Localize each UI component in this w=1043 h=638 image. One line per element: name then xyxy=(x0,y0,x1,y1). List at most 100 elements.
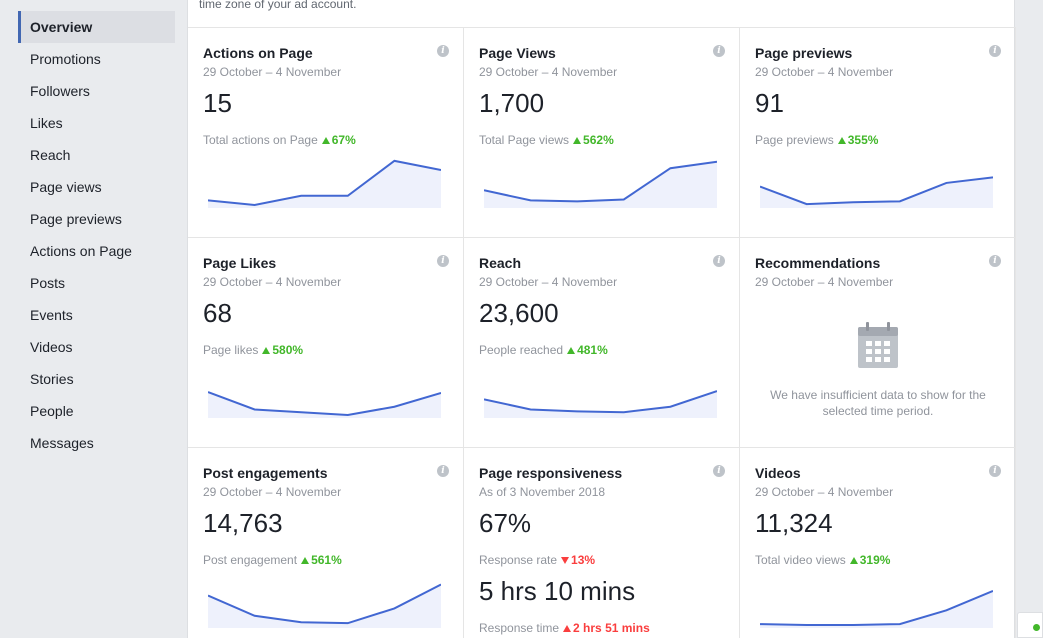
card-title: Page previews xyxy=(755,45,853,61)
no-data-message: We have insufficient data to show for th… xyxy=(770,388,986,418)
change-percent: 562% xyxy=(583,133,614,147)
card-title: Page Likes xyxy=(203,255,277,271)
metric-label: Page previews xyxy=(755,133,834,147)
card-recommendations[interactable]: Recommendations 29 October – 4 November … xyxy=(740,237,1016,447)
sidebar-item-videos[interactable]: Videos xyxy=(30,339,73,355)
sparkline-chart xyxy=(760,176,993,208)
info-icon[interactable]: i xyxy=(437,465,449,477)
metric-label: People reached xyxy=(479,343,564,357)
sidebar-item-actions-on-page[interactable]: Actions on Page xyxy=(30,243,132,259)
metric-label: Page likes xyxy=(203,343,259,357)
change-percent: 67% xyxy=(331,133,356,147)
sidebar-item-posts[interactable]: Posts xyxy=(30,275,66,291)
card-subtext: Post engagement 561% xyxy=(203,553,342,567)
change-percent: 481% xyxy=(577,343,608,357)
info-icon[interactable]: i xyxy=(989,45,1001,57)
card-page-previews[interactable]: Page previews 29 October – 4 November i … xyxy=(740,27,1016,237)
card-date: 29 October – 4 November xyxy=(203,485,342,499)
card-value: 68 xyxy=(203,298,232,328)
info-icon[interactable]: i xyxy=(713,255,725,267)
card-actions-on-page[interactable]: Actions on Page 29 October – 4 November … xyxy=(188,27,464,237)
up-arrow-icon xyxy=(321,137,330,144)
up-arrow-icon xyxy=(837,137,846,144)
card-date: 29 October – 4 November xyxy=(203,275,342,289)
sparkline-line xyxy=(484,160,717,203)
sparkline-chart xyxy=(484,390,717,418)
card-value: 11,324 xyxy=(755,508,833,538)
metric-label: Total actions on Page xyxy=(203,133,318,147)
card-reach[interactable]: Reach 29 October – 4 November i 23,600 P… xyxy=(464,237,740,447)
card-subtext: Response rate 13% xyxy=(479,553,595,567)
sidebar-item-page-previews[interactable]: Page previews xyxy=(30,211,122,227)
up-arrow-icon xyxy=(563,625,572,632)
card-date: 29 October – 4 November xyxy=(755,65,894,79)
sparkline-chart xyxy=(208,159,441,208)
card-subtext-2: Response time 2 hrs 51 mins xyxy=(479,621,650,635)
change-percent: 580% xyxy=(272,343,304,357)
sidebar-item-people[interactable]: People xyxy=(30,403,74,419)
change-percent: 319% xyxy=(859,553,891,567)
info-icon[interactable]: i xyxy=(989,255,1001,267)
card-value: 91 xyxy=(755,88,784,118)
sidebar-item-overview[interactable]: Overview xyxy=(18,11,175,43)
sidebar-item-reach[interactable]: Reach xyxy=(30,147,71,163)
card-page-responsiveness[interactable]: Page responsiveness As of 3 November 201… xyxy=(464,447,740,638)
sparkline-chart xyxy=(760,590,993,628)
change-value: 2 hrs 51 mins xyxy=(573,621,650,635)
card-subtext: Total Page views 562% xyxy=(479,133,614,147)
info-icon[interactable]: i xyxy=(713,45,725,57)
card-subtext: Total actions on Page 67% xyxy=(203,133,356,147)
sidebar-item-stories[interactable]: Stories xyxy=(30,371,74,387)
change-percent: 13% xyxy=(571,553,596,567)
metric-label: Response time xyxy=(479,621,560,635)
up-arrow-icon xyxy=(301,557,310,564)
sparkline-area xyxy=(208,160,441,208)
sparkline-line xyxy=(208,391,441,417)
sparkline-area xyxy=(760,590,993,628)
sparkline-line xyxy=(208,583,441,625)
up-arrow-icon xyxy=(849,557,858,564)
calendar-icon xyxy=(858,322,898,368)
sidebar-nav: Overview Promotions Followers Likes Reac… xyxy=(0,0,187,638)
card-subtext: People reached 481% xyxy=(479,343,608,357)
online-status-icon xyxy=(1033,624,1040,631)
info-icon[interactable]: i xyxy=(989,465,1001,477)
sparkline-area xyxy=(208,392,441,418)
card-videos[interactable]: Videos 29 October – 4 November i 11,324 … xyxy=(740,447,1016,638)
info-icon[interactable]: i xyxy=(713,465,725,477)
chat-status-box[interactable] xyxy=(1017,612,1043,638)
sidebar-item-promotions[interactable]: Promotions xyxy=(30,51,101,67)
sparkline-area xyxy=(208,584,441,628)
card-value: 14,763 xyxy=(203,508,283,538)
card-date: 29 October – 4 November xyxy=(203,65,342,79)
timezone-note: time zone of your ad account. xyxy=(199,0,357,11)
card-title: Page responsiveness xyxy=(479,465,623,481)
overview-panel: time zone of your ad account. Actions on… xyxy=(187,0,1016,638)
sidebar-item-page-views[interactable]: Page views xyxy=(30,179,102,195)
card-title: Reach xyxy=(479,255,522,271)
metric-label: Total Page views xyxy=(479,133,570,147)
card-page-views[interactable]: Page Views 29 October – 4 November i 1,7… xyxy=(464,27,740,237)
card-page-likes[interactable]: Page Likes 29 October – 4 November i 68 … xyxy=(188,237,464,447)
sparkline-chart xyxy=(484,160,717,208)
card-post-engagements[interactable]: Post engagements 29 October – 4 November… xyxy=(188,447,464,638)
info-icon[interactable]: i xyxy=(437,45,449,57)
sidebar-item-likes[interactable]: Likes xyxy=(30,115,63,131)
up-arrow-icon xyxy=(567,347,576,354)
sidebar-item-followers[interactable]: Followers xyxy=(30,83,90,99)
sparkline-line xyxy=(760,590,993,626)
sparkline-line xyxy=(208,159,441,207)
down-arrow-icon xyxy=(561,557,570,564)
sparkline-line xyxy=(484,390,717,414)
card-value: 1,700 xyxy=(479,88,545,118)
response-rate-value: 67% xyxy=(479,508,532,538)
card-date: 29 October – 4 November xyxy=(755,485,894,499)
sidebar-item-events[interactable]: Events xyxy=(30,307,73,323)
metric-label: Response rate xyxy=(479,553,558,567)
card-title: Post engagements xyxy=(203,465,328,481)
card-subtext: Total video views 319% xyxy=(755,553,890,567)
info-icon[interactable]: i xyxy=(437,255,449,267)
sidebar-item-messages[interactable]: Messages xyxy=(30,435,94,451)
card-value: 23,600 xyxy=(479,298,559,328)
response-time-value: 5 hrs 10 mins xyxy=(479,576,636,606)
